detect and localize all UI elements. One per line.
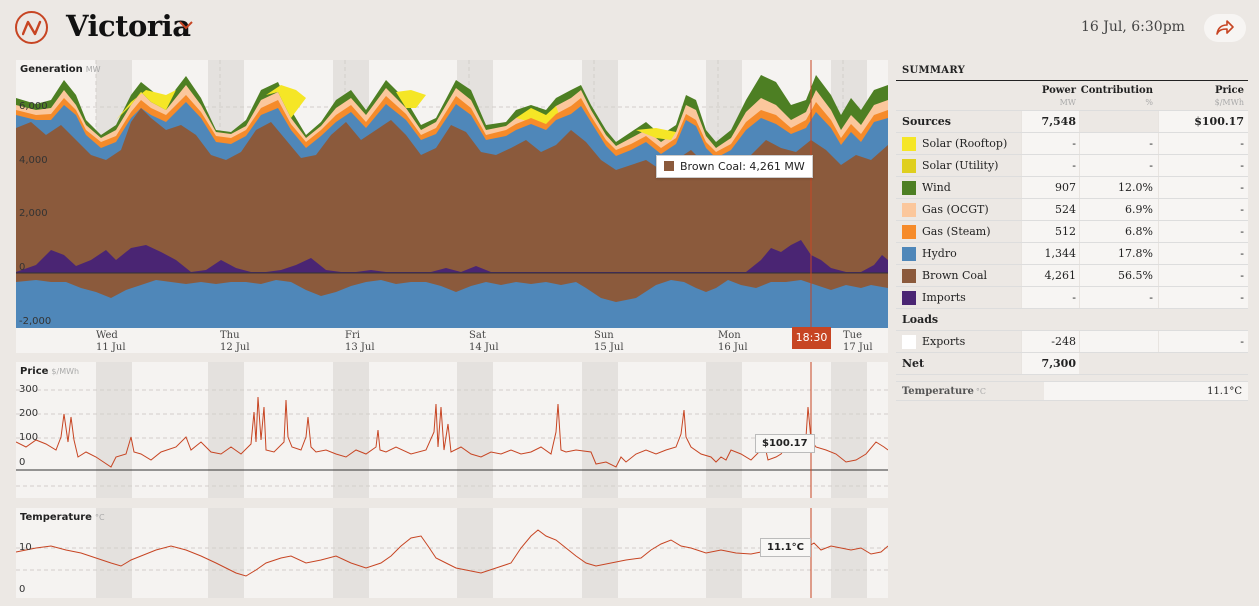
price-ytick-0: 0 (19, 457, 26, 468)
loads-label: Loads (902, 313, 939, 326)
summary-panel: SUMMARY Power MW Contribution% Price $/MWh… (896, 60, 1248, 401)
generation-chart[interactable]: Generation MW 6,000 4,000 2,000 0 -2,000 (16, 60, 888, 353)
imports-swatch (902, 290, 916, 305)
day-label-fri: Fri 13 Jul (345, 330, 375, 353)
col-power-header[interactable]: Power MW (1041, 85, 1076, 107)
gen-ytick-2000: 2,000 (19, 208, 48, 219)
day-label-sat: Sat 14 Jul (469, 330, 499, 353)
day-label-wed: Wed 11 Jul (96, 330, 126, 353)
sources-label: Sources (902, 115, 951, 128)
net-label: Net (902, 357, 925, 370)
gen-ytick-6000: 6,000 (19, 101, 48, 112)
brown-coal-swatch (664, 161, 674, 171)
day-label-sun: Sun 15 Jul (594, 330, 624, 353)
price-ytick-300: 300 (19, 384, 39, 395)
net-row: Net 7,300 (896, 353, 1248, 375)
price-title: Price $/MWh (20, 366, 80, 377)
price-chart[interactable]: Price $/MWh 300 200 100 0 (16, 362, 888, 498)
load-row-exports[interactable]: Exports -248 - (896, 331, 1248, 353)
exports-swatch (902, 334, 916, 349)
net-power: 7,300 (1021, 353, 1079, 374)
gas-ocgt-swatch (902, 202, 916, 217)
generation-tooltip: Brown Coal: 4,261 MW (656, 155, 813, 178)
price-value-label: $100.17 (755, 434, 815, 453)
current-datetime[interactable]: 16 Jul, 6:30pm (1081, 19, 1185, 35)
price-ytick-200: 200 (19, 408, 39, 419)
solar-rooftop-swatch (902, 136, 916, 151)
sources-row: Sources 7,548 $100.17 (896, 111, 1248, 133)
day-label-thu: Thu 12 Jul (220, 330, 250, 353)
temp-ytick-0: 0 (19, 584, 26, 595)
summary-header-row: Power MW Contribution% Price $/MWh (896, 81, 1248, 111)
source-row-brown-coal[interactable]: Brown Coal 4,261 56.5% - (896, 265, 1248, 287)
brown-coal-table-swatch (902, 268, 916, 283)
source-row-wind[interactable]: Wind 907 12.0% - (896, 177, 1248, 199)
temperature-chart[interactable]: Temperature °C 10 0 (16, 508, 888, 598)
summary-title: SUMMARY (896, 60, 1248, 81)
generation-plot (16, 60, 888, 328)
price-plot (16, 362, 888, 498)
generation-title: Generation MW (20, 64, 101, 75)
region-title[interactable]: Victoria (66, 9, 191, 43)
source-row-gas-ocgt[interactable]: Gas (OCGT) 524 6.9% - (896, 199, 1248, 221)
app-logo[interactable] (15, 11, 48, 44)
source-row-hydro[interactable]: Hydro 1,344 17.8% - (896, 243, 1248, 265)
day-label-mon: Mon 16 Jul (718, 330, 748, 353)
sources-power: 7,548 (1021, 111, 1079, 132)
share-icon (1216, 20, 1234, 35)
wind-swatch (902, 180, 916, 195)
price-ytick-100: 100 (19, 432, 39, 443)
summary-temperature-value: 11.1°C (1044, 382, 1248, 400)
temperature-title: Temperature °C (20, 512, 105, 523)
gen-ytick-neg2000: -2,000 (19, 316, 52, 327)
hydro-swatch (902, 246, 916, 261)
chevron-down-icon[interactable] (178, 20, 194, 30)
loads-row: Loads (896, 309, 1248, 331)
source-row-solar-rooftop[interactable]: Solar (Rooftop) - - - (896, 133, 1248, 155)
wave-icon (22, 20, 42, 36)
col-contribution-header[interactable]: Contribution% (1080, 85, 1153, 107)
col-price-header[interactable]: Price $/MWh (1214, 85, 1244, 107)
day-label-tue: Tue 17 Jul (843, 330, 873, 353)
source-row-gas-steam[interactable]: Gas (Steam) 512 6.8% - (896, 221, 1248, 243)
solar-utility-swatch (902, 158, 916, 173)
source-row-imports[interactable]: Imports - - - (896, 287, 1248, 309)
source-row-solar-utility[interactable]: Solar (Utility) - - - (896, 155, 1248, 177)
temperature-plot (16, 508, 888, 598)
gen-ytick-0: 0 (19, 262, 26, 273)
gas-steam-swatch (902, 224, 916, 239)
gen-ytick-4000: 4,000 (19, 155, 48, 166)
cursor-time-badge[interactable]: 18:30 (792, 327, 831, 349)
summary-temperature-row: Temperature °C 11.1°C (896, 381, 1248, 401)
sources-price: $100.17 (1158, 111, 1248, 132)
temperature-value-label: 11.1°C (760, 538, 812, 557)
temp-ytick-10: 10 (19, 542, 32, 553)
share-button[interactable] (1204, 14, 1246, 42)
